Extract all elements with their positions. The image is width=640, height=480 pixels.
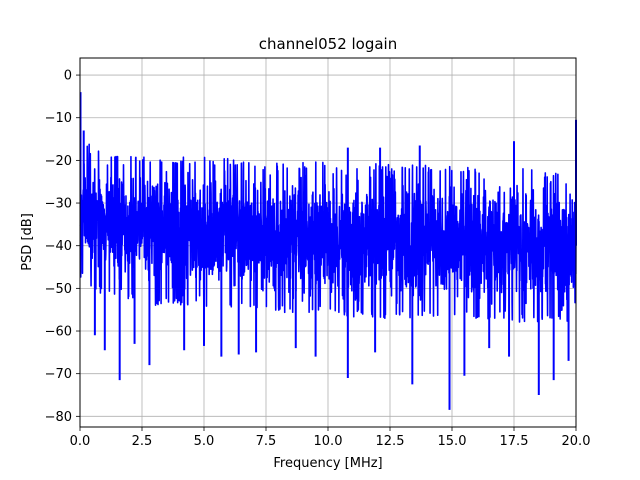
y-tick-label: −10 (45, 111, 72, 126)
x-tick-label: 20.0 (562, 434, 591, 449)
y-tick-label: −50 (45, 282, 72, 297)
y-tick-label: 0 (64, 69, 72, 84)
x-tick-label: 7.5 (256, 434, 277, 449)
y-tick-label: −40 (45, 239, 72, 254)
y-tick-label: −70 (45, 367, 72, 382)
x-axis-title: Frequency [MHz] (273, 456, 382, 471)
chart-title: channel052 logain (259, 35, 398, 53)
y-tick-label: −80 (45, 410, 72, 425)
x-tick-label: 12.5 (376, 434, 405, 449)
y-axis: 0 −10 −20 −30 −40 −50 −60 −70 −80 (45, 69, 80, 425)
x-tick-label: 10.0 (314, 434, 343, 449)
y-tick-label: −60 (45, 325, 72, 340)
x-axis: 0.0 2.5 5.0 7.5 10.0 12.5 15.0 17.5 20.0 (70, 427, 591, 449)
psd-trace (79, 143, 577, 323)
y-axis-title: PSD [dB] (20, 213, 35, 271)
x-tick-label: 17.5 (500, 434, 529, 449)
y-tick-label: −20 (45, 154, 72, 169)
y-tick-label: −30 (45, 197, 72, 212)
x-tick-label: 5.0 (194, 434, 215, 449)
x-tick-label: 2.5 (132, 434, 153, 449)
x-tick-label: 15.0 (438, 434, 467, 449)
x-tick-label: 0.0 (70, 434, 91, 449)
